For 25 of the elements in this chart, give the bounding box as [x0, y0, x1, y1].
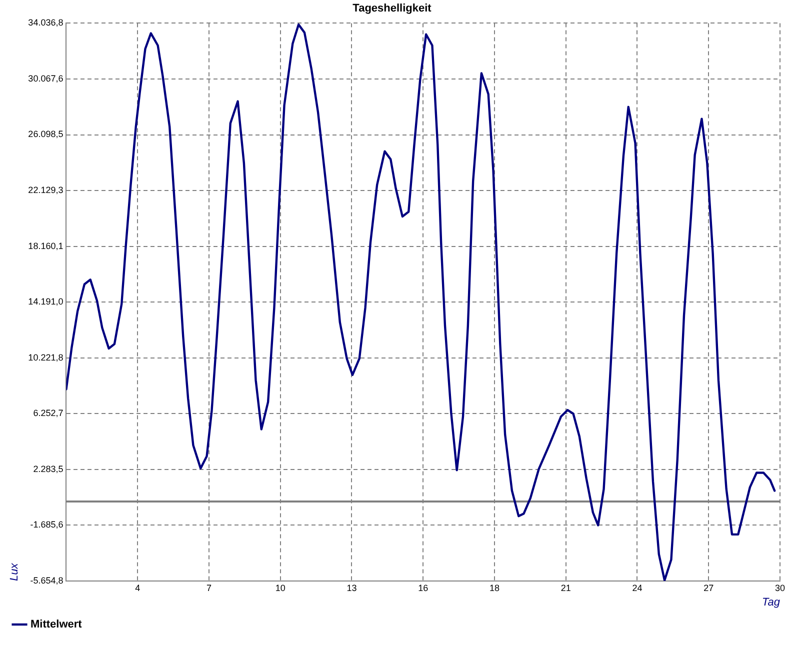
y-tick-label: 6.252,7 — [33, 408, 64, 418]
x-axis-title: Tag — [762, 596, 781, 608]
x-tick-label: 10 — [275, 582, 286, 593]
y-axis-title: Lux — [8, 562, 21, 581]
y-tick-label: -5.654,8 — [30, 575, 64, 586]
legend-label: Mittelwert — [30, 618, 82, 631]
chart-title: Tageshelligkeit — [352, 2, 432, 15]
y-tick-label: 18.160,1 — [28, 240, 64, 251]
x-tick-label: 21 — [560, 582, 571, 593]
y-tick-label: 14.191,0 — [28, 296, 64, 307]
x-tick-label: 13 — [346, 582, 357, 593]
y-tick-label: 34.036,8 — [28, 18, 64, 28]
y-tick-label: 22.129,3 — [28, 185, 64, 196]
x-tick-label: 16 — [418, 582, 428, 593]
x-tick-label: 4 — [135, 582, 140, 593]
y-tick-label: 26.098,5 — [28, 129, 64, 140]
x-tick-label: 18 — [489, 582, 500, 593]
x-tick-label: 7 — [206, 582, 212, 593]
y-tick-label: 10.221,8 — [28, 352, 64, 362]
y-tick-label: -1.685,6 — [30, 520, 64, 530]
y-tick-label: 30.067,6 — [28, 73, 64, 84]
y-tick-label: 2.283,5 — [33, 464, 64, 474]
x-tick-label: 24 — [632, 582, 642, 593]
x-tick-label: 27 — [704, 582, 714, 593]
x-tick-label: 30 — [774, 582, 786, 593]
